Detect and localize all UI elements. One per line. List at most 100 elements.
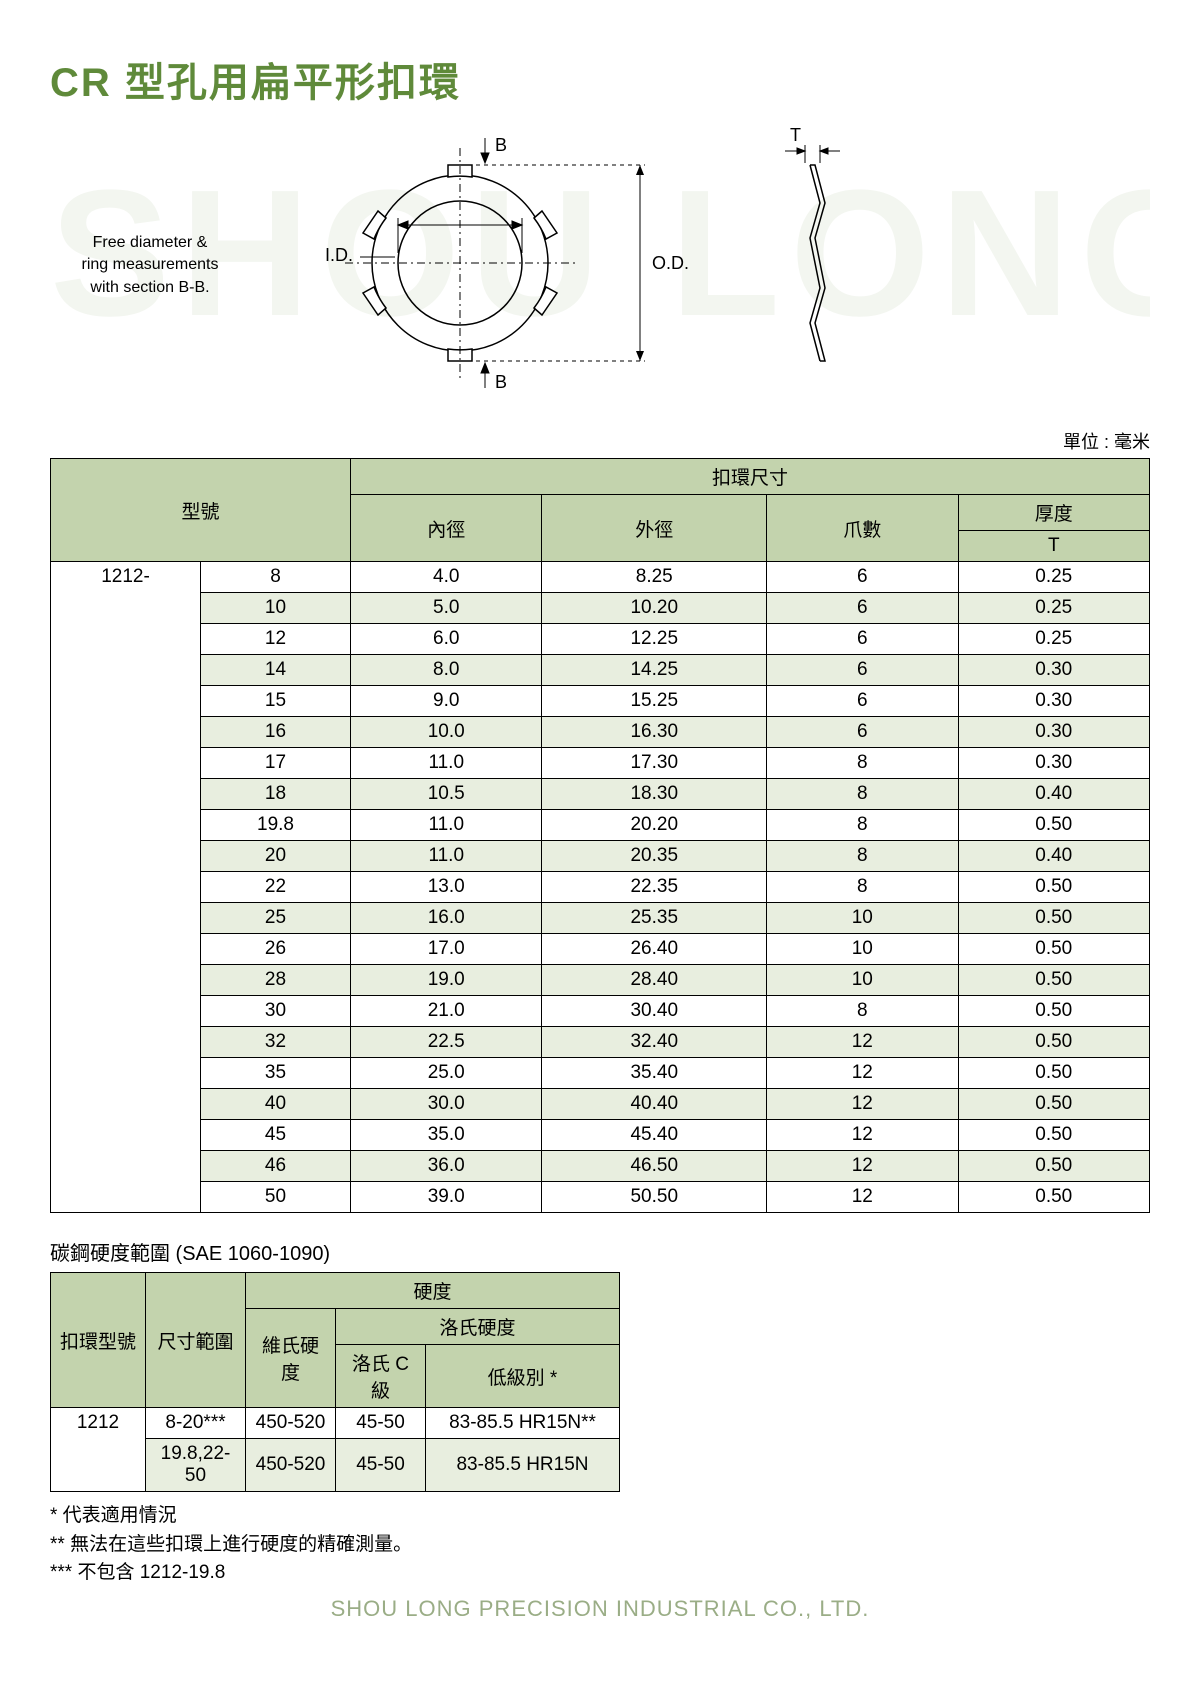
cell: 16.30 [542,717,767,748]
cell: 32.40 [542,1027,767,1058]
cell: 10.0 [351,717,542,748]
company-footer: SHOU LONG PRECISION INDUSTRIAL CO., LTD. [50,1596,1150,1622]
th-h-rc: 洛氏 C 級 [336,1345,426,1408]
cell: 25.35 [542,903,767,934]
diagram-section: Free diameter & ring measurements with s… [50,128,1150,403]
table-row: 4535.045.40120.50 [51,1120,1150,1151]
cell: 35 [201,1058,351,1089]
cell: 8 [767,779,958,810]
hardness-title: 碳鋼硬度範圍 (SAE 1060-1090) [50,1237,1150,1266]
hardness-model: 1212 [51,1408,146,1492]
cell: 450-520 [246,1439,336,1492]
cell: 0.30 [958,686,1149,717]
cell: 6 [767,593,958,624]
table-row: 2213.022.3580.50 [51,872,1150,903]
cell: 8 [767,841,958,872]
cell: 0.50 [958,1058,1149,1089]
cell: 20.35 [542,841,767,872]
cell: 8-20*** [146,1408,246,1439]
cell: 21.0 [351,996,542,1027]
cell: 45.40 [542,1120,767,1151]
table-row: 19.811.020.2080.50 [51,810,1150,841]
cell: 11.0 [351,810,542,841]
table-row: 3525.035.40120.50 [51,1058,1150,1089]
cell: 19.8 [201,810,351,841]
table-row: 3021.030.4080.50 [51,996,1150,1027]
cell: 0.50 [958,1182,1149,1213]
hardness-table: 扣環型號 尺寸範圍 硬度 維氏硬度 洛氏硬度 洛氏 C 級 低級別 * 1212… [50,1272,620,1492]
technical-drawing: B B I.D. [290,128,1150,403]
table-row: 2819.028.40100.50 [51,965,1150,996]
cell: 22.5 [351,1027,542,1058]
cell: 15.25 [542,686,767,717]
cell: 12 [767,1058,958,1089]
footnotes: * 代表適用情況 ** 無法在這些扣環上進行硬度的精確測量。 *** 不包含 1… [50,1502,1150,1588]
th-dims: 扣環尺寸 [351,459,1150,495]
cell: 8 [767,748,958,779]
label-b-top: B [495,135,507,155]
cell: 10 [767,934,958,965]
cell: 450-520 [246,1408,336,1439]
table-row: 2617.026.40100.50 [51,934,1150,965]
th-h-range: 尺寸範圍 [146,1273,246,1408]
model-prefix: 1212- [51,562,201,1213]
table-row: 148.014.2560.30 [51,655,1150,686]
cell: 8 [767,810,958,841]
table-row: 1212-84.08.2560.25 [51,562,1150,593]
diagram-caption: Free diameter & ring measurements with s… [50,232,250,299]
cell: 19.8,22-50 [146,1439,246,1492]
cell: 12.25 [542,624,767,655]
cell: 4.0 [351,562,542,593]
cell: 8 [767,996,958,1027]
label-t: T [790,128,801,145]
caption-line: Free diameter & [93,234,208,251]
cell: 16 [201,717,351,748]
cell: 0.30 [958,748,1149,779]
table-row: 1810.518.3080.40 [51,779,1150,810]
label-od: O.D. [652,253,689,273]
table-row: 2011.020.3580.40 [51,841,1150,872]
cell: 20 [201,841,351,872]
cell: 26 [201,934,351,965]
label-b-bot: B [495,372,507,392]
th-prongs: 爪數 [767,495,958,562]
label-id: I.D. [325,245,353,265]
cell: 18 [201,779,351,810]
cell: 28 [201,965,351,996]
table-row: 159.015.2560.30 [51,686,1150,717]
th-od: 外徑 [542,495,767,562]
cell: 12 [767,1089,958,1120]
th-thickness: 厚度 [958,495,1149,531]
cell: 36.0 [351,1151,542,1182]
cell: 46 [201,1151,351,1182]
cell: 18.30 [542,779,767,810]
cell: 12 [767,1120,958,1151]
th-h-low: 低級別 * [426,1345,620,1408]
cell: 6 [767,624,958,655]
cell: 83-85.5 HR15N** [426,1408,620,1439]
cell: 10.20 [542,593,767,624]
table-row: 4030.040.40120.50 [51,1089,1150,1120]
cell: 11.0 [351,748,542,779]
cell: 35.0 [351,1120,542,1151]
table-row: 2516.025.35100.50 [51,903,1150,934]
page-title: CR 型孔用扁平形扣環 [50,50,1150,108]
cell: 0.30 [958,717,1149,748]
cell: 0.50 [958,965,1149,996]
cell: 0.25 [958,562,1149,593]
th-h-rockwell: 洛氏硬度 [336,1309,620,1345]
table-row: 12128-20***450-52045-5083-85.5 HR15N** [51,1408,620,1439]
cell: 0.50 [958,934,1149,965]
cell: 0.50 [958,1151,1149,1182]
cell: 30.40 [542,996,767,1027]
cell: 12 [767,1182,958,1213]
table-row: 105.010.2060.25 [51,593,1150,624]
cell: 0.50 [958,1120,1149,1151]
cell: 50.50 [542,1182,767,1213]
table-row: 3222.532.40120.50 [51,1027,1150,1058]
cell: 9.0 [351,686,542,717]
cell: 5.0 [351,593,542,624]
cell: 40.40 [542,1089,767,1120]
caption-line: ring measurements [82,256,219,273]
cell: 0.50 [958,903,1149,934]
